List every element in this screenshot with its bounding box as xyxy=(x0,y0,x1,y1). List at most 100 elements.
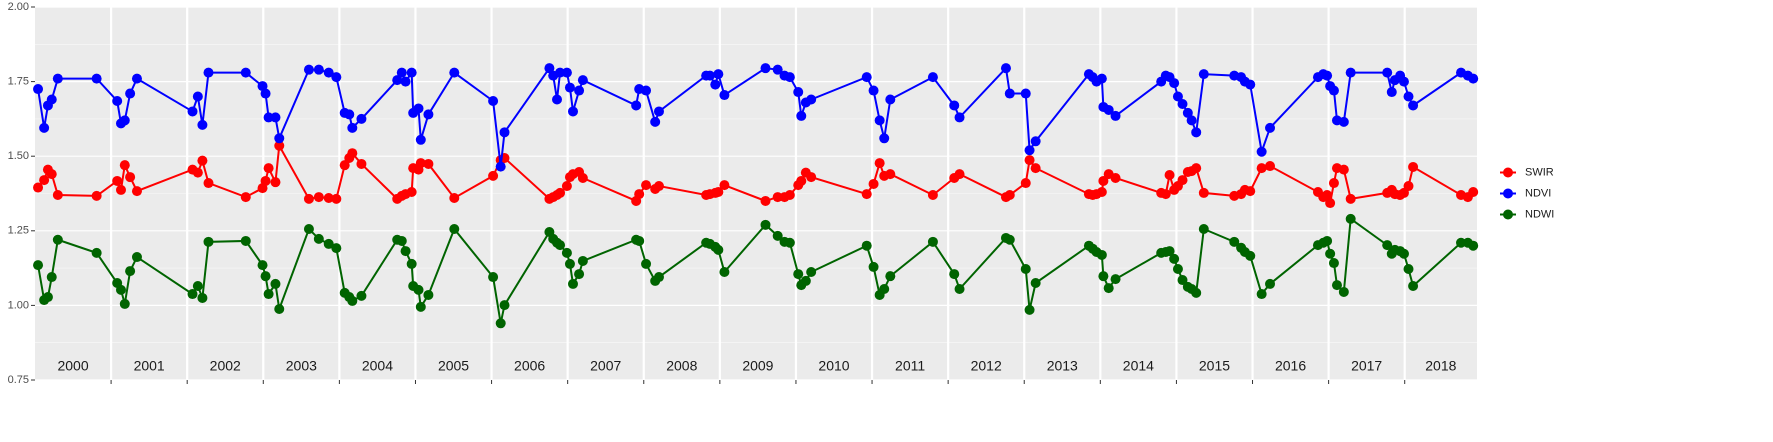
point xyxy=(1456,237,1467,248)
point xyxy=(396,67,407,78)
point xyxy=(567,106,578,117)
point xyxy=(784,189,795,200)
point xyxy=(406,187,417,198)
y-tick-label: 1.00 xyxy=(8,299,29,311)
point xyxy=(713,187,724,198)
point xyxy=(1345,67,1356,78)
point xyxy=(954,112,965,123)
point xyxy=(1403,91,1414,102)
point xyxy=(567,278,578,289)
point xyxy=(112,95,123,106)
point xyxy=(793,269,804,280)
point xyxy=(1191,287,1202,298)
point xyxy=(954,169,965,180)
point xyxy=(1382,240,1393,251)
legend-label: NDVI xyxy=(1525,187,1551,199)
point xyxy=(1164,169,1175,180)
point xyxy=(313,64,324,75)
y-tick-label: 1.25 xyxy=(8,225,29,237)
point xyxy=(192,91,203,102)
year-label: 2016 xyxy=(1275,358,1306,374)
point xyxy=(1382,67,1393,78)
point xyxy=(423,109,434,120)
point xyxy=(1468,73,1479,84)
point xyxy=(125,266,136,277)
point xyxy=(577,172,588,183)
point xyxy=(561,247,572,258)
point xyxy=(197,155,208,166)
point xyxy=(1265,161,1276,172)
point xyxy=(1191,163,1202,174)
point xyxy=(347,122,358,133)
point xyxy=(91,247,102,258)
point xyxy=(1000,63,1011,74)
legend-label: SWIR xyxy=(1525,166,1554,178)
point xyxy=(131,252,142,263)
point xyxy=(784,72,795,83)
point xyxy=(631,100,642,111)
point xyxy=(1186,115,1197,126)
point xyxy=(1020,263,1031,274)
point xyxy=(1177,275,1188,286)
point xyxy=(772,64,783,75)
point xyxy=(413,284,424,295)
point xyxy=(561,181,572,192)
point xyxy=(713,69,724,80)
point xyxy=(555,187,566,198)
point xyxy=(1110,110,1121,121)
point xyxy=(331,193,342,204)
point xyxy=(796,175,807,186)
point xyxy=(1245,186,1256,197)
point xyxy=(42,292,53,303)
point xyxy=(574,85,585,96)
point xyxy=(449,224,460,235)
point xyxy=(555,240,566,251)
point xyxy=(303,64,314,75)
point xyxy=(91,190,102,201)
point xyxy=(260,271,271,282)
point xyxy=(112,175,123,186)
legend-label: NDWI xyxy=(1525,208,1554,220)
y-tick-label: 0.75 xyxy=(8,374,29,386)
point xyxy=(641,180,652,191)
point xyxy=(488,95,499,106)
point xyxy=(33,182,44,193)
point xyxy=(793,87,804,98)
point xyxy=(555,67,566,78)
point xyxy=(46,94,57,105)
point xyxy=(561,67,572,78)
point xyxy=(257,260,268,271)
legend-marker xyxy=(1503,167,1513,178)
year-label: 2018 xyxy=(1425,358,1456,374)
point xyxy=(263,163,274,174)
point xyxy=(879,283,890,294)
point xyxy=(1345,213,1356,224)
point xyxy=(323,192,334,203)
point xyxy=(449,67,460,78)
point xyxy=(1408,161,1419,172)
point xyxy=(577,75,588,86)
point xyxy=(1172,263,1183,274)
year-label: 2000 xyxy=(57,358,88,374)
point xyxy=(331,72,342,83)
point xyxy=(263,112,274,123)
point xyxy=(203,178,214,189)
point xyxy=(927,72,938,83)
year-label: 2017 xyxy=(1351,358,1382,374)
point xyxy=(187,106,198,117)
point xyxy=(499,127,510,138)
point xyxy=(868,261,879,272)
point xyxy=(260,175,271,186)
point xyxy=(131,73,142,84)
point xyxy=(1030,278,1041,289)
point xyxy=(1338,164,1349,175)
point xyxy=(356,290,367,301)
point xyxy=(1328,178,1339,189)
point xyxy=(46,169,57,180)
point xyxy=(1386,87,1397,98)
point xyxy=(303,224,314,235)
point xyxy=(1256,146,1267,157)
point xyxy=(653,181,664,192)
point xyxy=(885,271,896,282)
